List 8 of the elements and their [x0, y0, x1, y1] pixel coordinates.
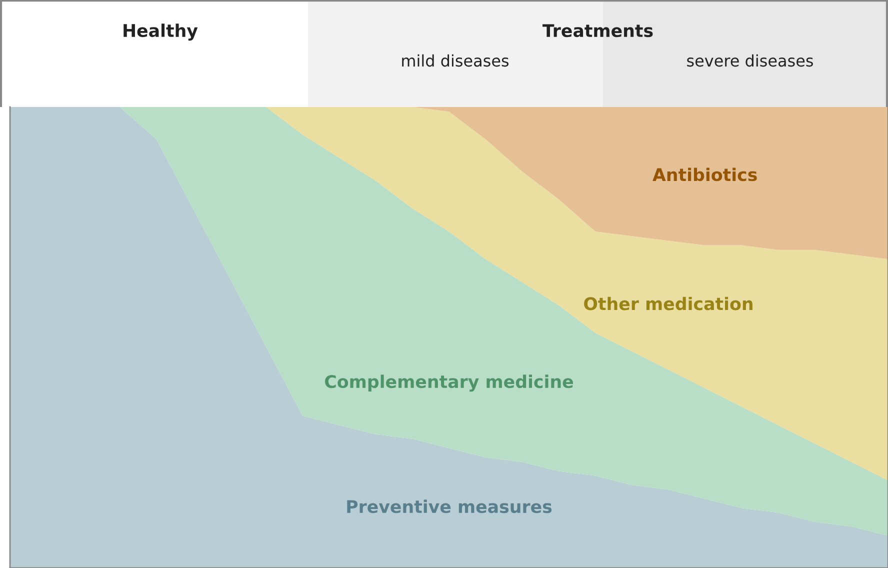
text: Healthy [124, 24, 198, 41]
series-label: Antibiotics [652, 168, 757, 182]
text: severe diseases [687, 54, 813, 67]
series-label: Complementary medicine [325, 374, 574, 392]
series-label: Other medication [584, 296, 752, 310]
text: mild diseases [402, 54, 509, 67]
text: Treatments [542, 24, 653, 38]
series-label: Preventive measures [347, 500, 552, 514]
